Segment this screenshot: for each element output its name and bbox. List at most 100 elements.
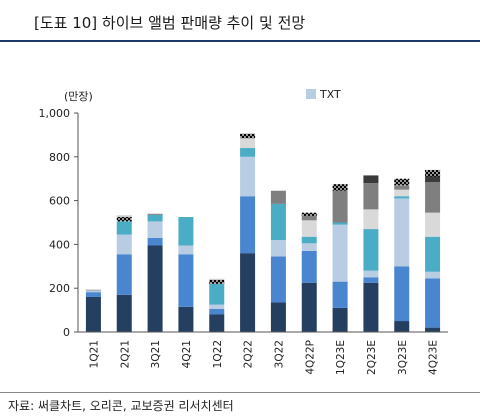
- bar-segment: [332, 224, 348, 282]
- chart-title: [도표 10] 하이브 앨범 판매량 추이 및 전망: [34, 14, 306, 32]
- bar-segment: [394, 266, 410, 322]
- bar-segment: [209, 304, 225, 310]
- bar-segment: [363, 175, 379, 184]
- bar-segment: [363, 183, 379, 210]
- bar-2Q23E: [363, 175, 379, 332]
- bar-segment: [332, 307, 348, 332]
- bar-3Q21: [147, 213, 163, 332]
- bar-segment: [394, 198, 410, 267]
- bar-4Q21: [178, 217, 194, 332]
- x-tick-label: 1Q22: [212, 340, 224, 368]
- bar-segment: [116, 215, 132, 218]
- bar-segment: [116, 217, 132, 222]
- bar-segment: [332, 190, 348, 223]
- bar-segment: [270, 203, 286, 241]
- bar-segment: [363, 209, 379, 230]
- bar-segment: [394, 196, 410, 199]
- bar-segment: [240, 253, 256, 332]
- bar-segment: [240, 196, 256, 254]
- bar-segment: [116, 234, 132, 255]
- bar-segment: [116, 294, 132, 332]
- bar-segment: [240, 156, 256, 197]
- bar-segment: [425, 169, 441, 177]
- bar-segment: [363, 270, 379, 278]
- bar-segment: [301, 215, 317, 221]
- bar-segment: [147, 245, 163, 332]
- bar-segment: [425, 236, 441, 272]
- bar-segment: [394, 178, 410, 186]
- x-tick-label: 3Q22: [273, 340, 285, 368]
- y-tick-label: 1,000: [39, 107, 71, 120]
- x-tick-label: 4Q22P: [304, 340, 316, 375]
- bar-1Q21: [85, 289, 101, 332]
- bar-segment: [425, 212, 441, 237]
- y-tick-label: 200: [49, 282, 70, 295]
- bar-segment: [178, 254, 194, 307]
- bar-segment: [178, 245, 194, 255]
- bar-segment: [85, 289, 101, 291]
- x-tick-label: 2Q21: [119, 340, 131, 368]
- bar-2Q21: [116, 215, 132, 332]
- bar-4Q22P: [301, 212, 317, 332]
- bar-segment: [301, 236, 317, 244]
- bar-segment: [301, 282, 317, 332]
- y-tick-label: 600: [49, 195, 70, 208]
- bar-segment: [332, 184, 348, 191]
- y-tick-label: 800: [49, 151, 70, 164]
- bar-segment: [394, 189, 410, 197]
- x-tick-label: 2Q22: [243, 340, 255, 368]
- legend-swatch: [306, 89, 316, 99]
- x-tick-label: 4Q21: [181, 340, 193, 368]
- bar-segment: [116, 254, 132, 295]
- x-tick-label: 1Q21: [88, 340, 100, 368]
- bar-segment: [178, 306, 194, 332]
- bar-3Q22: [270, 190, 286, 332]
- bar-segment: [85, 292, 101, 297]
- bar-segment: [147, 237, 163, 246]
- bar-segment: [301, 250, 317, 283]
- x-tick-label: 2Q23E: [366, 340, 378, 375]
- bar-segment: [363, 277, 379, 283]
- bar-2Q22: [240, 133, 256, 332]
- bar-segment: [240, 148, 256, 157]
- bar-1Q22: [209, 278, 225, 332]
- bar-segment: [332, 281, 348, 308]
- source-rule: [0, 392, 480, 393]
- bar-segment: [209, 278, 225, 280]
- x-tick-label: 3Q21: [150, 340, 162, 368]
- bar-3Q23E: [394, 178, 410, 332]
- bar-segment: [85, 296, 101, 332]
- bar-segment: [270, 256, 286, 303]
- bar-segment: [270, 240, 286, 257]
- bar-segment: [332, 222, 348, 225]
- bar-segment: [240, 133, 256, 139]
- x-tick-label: 1Q23E: [335, 340, 347, 375]
- bar-segment: [301, 220, 317, 237]
- bar-segment: [116, 221, 132, 235]
- source-note: 자료: 써클차트, 오리콘, 교보증권 리서치센터: [8, 399, 234, 413]
- bar-segment: [301, 212, 317, 216]
- bar-segment: [425, 181, 441, 213]
- bar-segment: [209, 314, 225, 332]
- bar-segment: [209, 279, 225, 284]
- title-rule: [0, 40, 480, 42]
- bar-segment: [425, 278, 441, 328]
- bar-segment: [363, 282, 379, 332]
- bar-segment: [147, 213, 163, 215]
- bar-segment: [85, 290, 101, 293]
- x-tick-label: 3Q23E: [397, 340, 409, 375]
- bar-segment: [301, 243, 317, 251]
- bar-segment: [147, 214, 163, 222]
- bar-segment: [270, 190, 286, 204]
- legend-label: TXT: [319, 88, 341, 101]
- y-unit-label: (만장): [64, 90, 93, 103]
- bar-segment: [270, 302, 286, 332]
- bar-segment: [147, 221, 163, 238]
- stacked-bar-chart: (만장) 0 200 400 600 800 1,000 1Q21 2Q21 3Q21 4Q21…: [39, 88, 448, 375]
- bar-segment: [394, 321, 410, 332]
- bar-4Q23E: [425, 169, 441, 332]
- y-tick-label: 400: [49, 238, 70, 251]
- bar-segment: [363, 229, 379, 271]
- x-tick-label: 4Q23E: [428, 340, 440, 375]
- y-tick-label: 0: [63, 326, 70, 339]
